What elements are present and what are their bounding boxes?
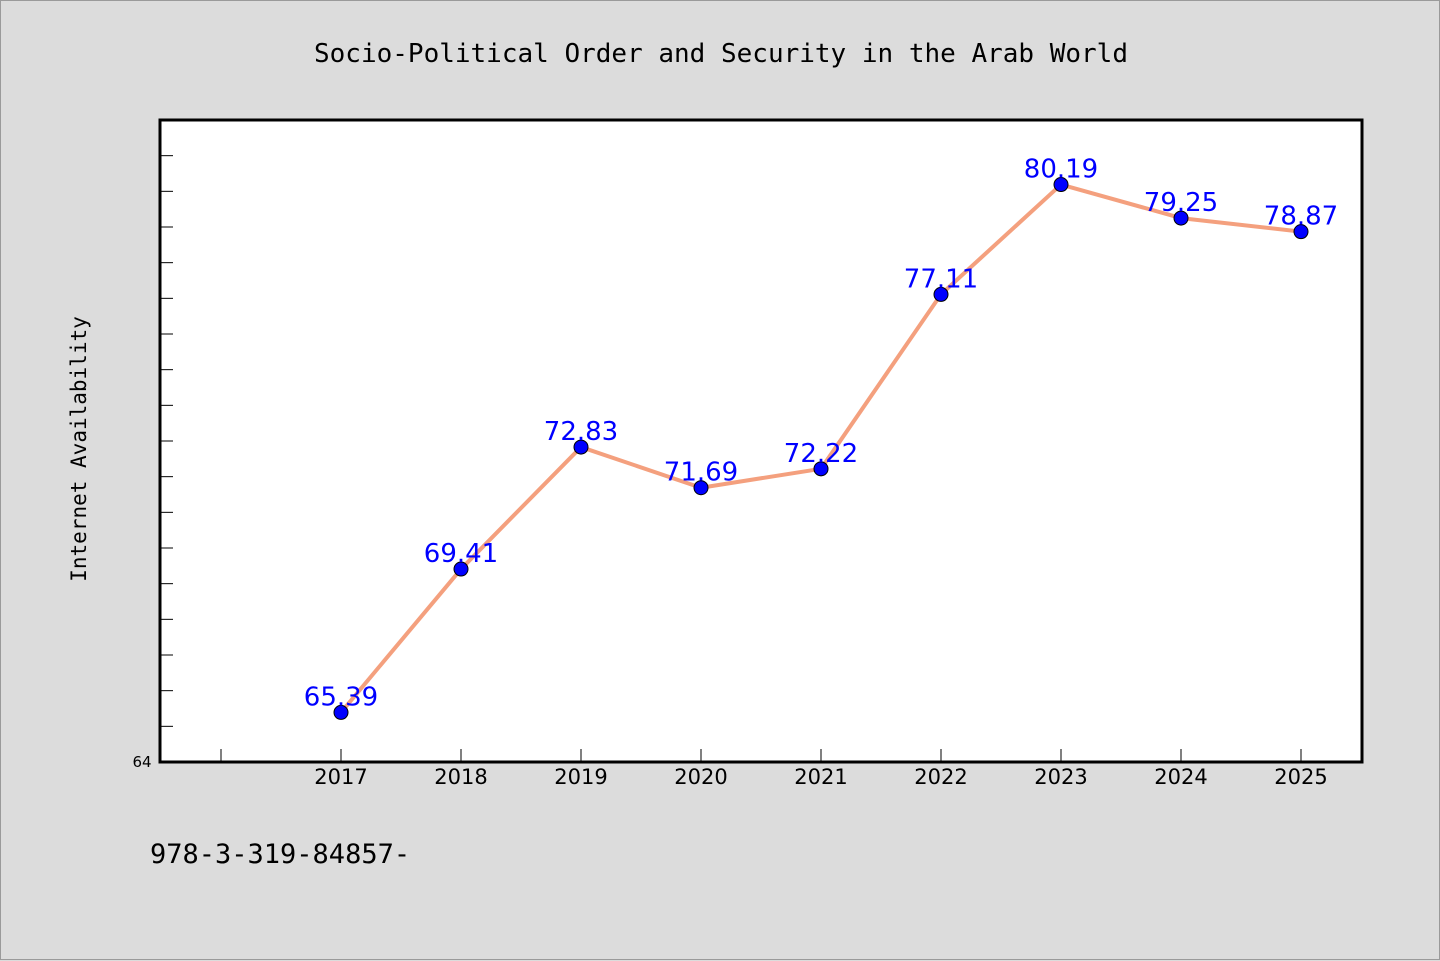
data-label: 79.25 (1144, 188, 1218, 218)
x-tick-label: 2024 (1154, 765, 1207, 789)
data-point (1173, 210, 1189, 226)
y-axis-label: Internet Availability (67, 316, 91, 582)
data-label: 72.83 (544, 417, 618, 447)
data-label: 71.69 (664, 458, 738, 488)
data-label: 78.87 (1264, 202, 1338, 232)
data-point (333, 704, 349, 720)
x-tick-label: 2019 (554, 765, 607, 789)
y-axis-min-label: 64 (132, 753, 151, 771)
x-tick-label: 2017 (314, 765, 367, 789)
data-point (1293, 224, 1309, 240)
data-label: 80.19 (1024, 155, 1098, 185)
data-point (1053, 177, 1069, 193)
data-label: 69.41 (424, 539, 498, 569)
x-tick-label: 2023 (1034, 765, 1087, 789)
data-label: 77.11 (904, 264, 978, 294)
data-point (573, 439, 589, 455)
plot-area (158, 118, 1364, 764)
data-label: 72.22 (784, 439, 858, 469)
x-tick-label: 2021 (794, 765, 847, 789)
data-point (453, 561, 469, 577)
x-tick-label: 2018 (434, 765, 487, 789)
series-group (333, 177, 1309, 720)
x-axis-ticks (220, 749, 1302, 762)
data-point (933, 286, 949, 302)
x-tick-label: 2020 (674, 765, 727, 789)
data-point (693, 480, 709, 496)
chart-title: Socio-Political Order and Security in th… (314, 39, 1128, 69)
x-tick-label: 2025 (1274, 765, 1327, 789)
data-label: 65.39 (304, 682, 378, 712)
x-axis-tick-labels: 2017 2018 2019 2020 2021 2022 2023 2024 2025 (314, 765, 1327, 789)
data-point (813, 461, 829, 477)
data-labels-group: 65.39 69.41 72.83 71.69 72.22 77.11 80.19 79.25… (304, 155, 1338, 713)
y-axis-ticks (160, 155, 173, 727)
x-tick-label: 2022 (914, 765, 967, 789)
footer-text: 978-3-319-84857- (150, 839, 410, 870)
